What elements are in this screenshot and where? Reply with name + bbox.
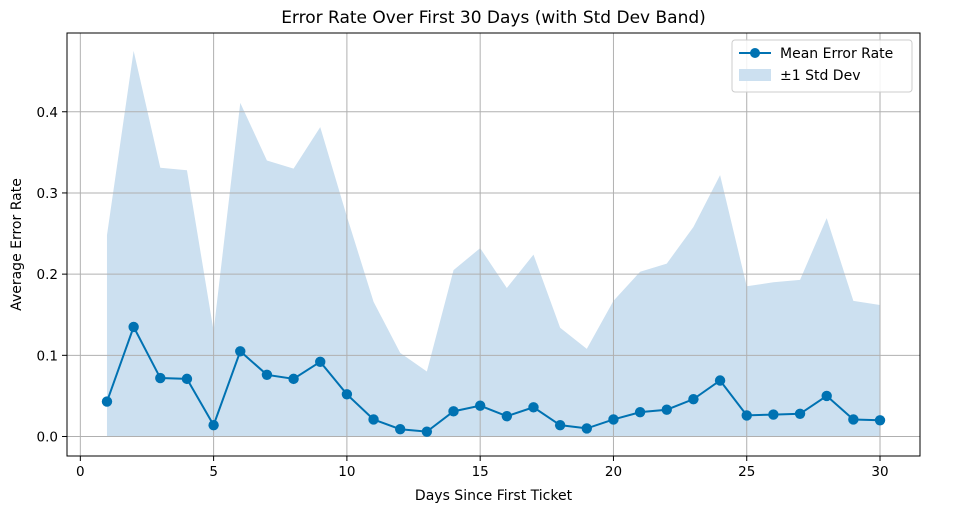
mean-error-rate-point xyxy=(821,390,832,402)
mean-error-rate-point xyxy=(421,426,433,437)
mean-error-rate-point xyxy=(181,373,193,385)
x-tick-label: 10 xyxy=(338,464,355,480)
mean-error-rate-point xyxy=(714,375,726,386)
legend-box xyxy=(731,39,913,93)
mean-error-rate-point xyxy=(448,406,459,417)
mean-error-rate-point xyxy=(235,346,246,357)
chart-title: Error Rate Over First 30 Days (with Std … xyxy=(281,8,706,28)
mean-error-rate-point xyxy=(581,423,592,434)
mean-error-rate-point xyxy=(768,409,779,420)
plot-frame xyxy=(66,32,921,457)
x-tick-label: 5 xyxy=(209,464,218,480)
mean-error-rate-point xyxy=(208,419,219,431)
legend-swatch-mean-marker xyxy=(750,48,760,58)
tick-layer: 0 5 10 15 20 25 30 0.0 0.1 0.2 0.3 0.4 xyxy=(37,105,889,480)
mean-error-rate-point xyxy=(661,404,672,415)
mean-error-rate-point xyxy=(474,400,486,411)
mean-error-rate-point xyxy=(634,406,646,418)
mean-error-rate-point xyxy=(848,414,859,425)
x-tick-label: 30 xyxy=(871,464,888,480)
mean-error-rate-point xyxy=(315,356,326,368)
mean-error-rate-point xyxy=(741,410,752,421)
mean-error-rate-point xyxy=(368,414,379,425)
mean-error-rate-point xyxy=(501,411,513,422)
y-tick-label: 0.3 xyxy=(37,186,58,202)
legend-label-mean-error-rate: Mean Error Rate xyxy=(780,46,893,62)
mean-error-rate-point xyxy=(395,424,406,435)
legend: Mean Error Rate ±1 Std Dev xyxy=(731,39,913,93)
band-layer xyxy=(106,50,881,437)
mean-error-rate-point xyxy=(794,408,806,419)
x-tick-label: 15 xyxy=(472,464,489,480)
mean-error-rate-point xyxy=(261,369,273,381)
x-tick-label: 20 xyxy=(605,464,622,480)
legend-label-std-dev: ±1 Std Dev xyxy=(780,68,860,84)
y-axis-label: Average Error Rate xyxy=(9,178,25,311)
mean-error-rate-point xyxy=(155,372,166,384)
mean-error-rate-point xyxy=(128,321,139,333)
mean-error-rate-point xyxy=(554,419,566,431)
mean-error-rate-point xyxy=(688,393,699,405)
mean-error-rate-point xyxy=(528,402,539,413)
grid-layer xyxy=(67,33,920,456)
mean-error-rate-point xyxy=(874,415,886,426)
y-tick-label: 0.2 xyxy=(37,267,58,283)
marker-layer xyxy=(101,321,886,437)
y-tick-label: 0.1 xyxy=(37,348,58,364)
mean-error-rate-point xyxy=(341,389,353,400)
mean-error-rate-point xyxy=(608,414,619,425)
x-tick-label: 0 xyxy=(76,464,85,480)
x-axis-label: Days Since First Ticket xyxy=(415,488,573,504)
mean-error-rate-point xyxy=(101,396,113,407)
mean-error-rate-point xyxy=(288,373,299,385)
y-tick-label: 0.0 xyxy=(37,430,58,446)
y-tick-label: 0.4 xyxy=(37,105,58,121)
std-dev-band xyxy=(106,50,881,437)
x-tick-label: 25 xyxy=(738,464,755,480)
legend-swatch-std-band xyxy=(739,69,771,81)
